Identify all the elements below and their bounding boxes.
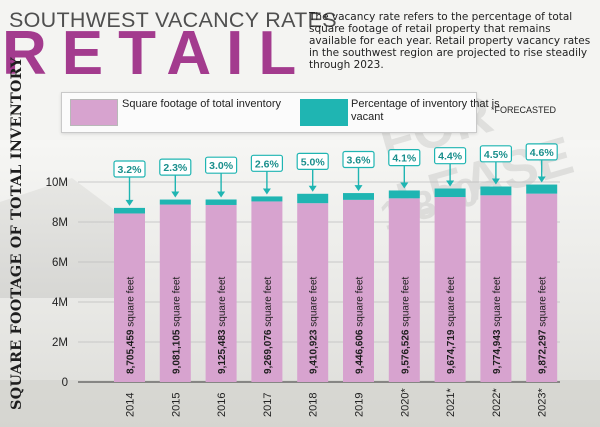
bar-vacant-portion [526, 184, 558, 194]
bar-value-label: 8,705,459 square feet [126, 276, 137, 374]
bar-total-inventory [343, 199, 374, 382]
vacancy-callout-arrowhead [491, 178, 500, 185]
bar-total-inventory [526, 193, 558, 382]
bar-value-label: 9,446,606 square feet [355, 276, 366, 374]
legend-swatch-total [70, 99, 118, 126]
bar-vacant-portion [480, 186, 512, 196]
vacancy-rate-label: 4.5% [484, 149, 509, 161]
vacancy-rate-label: 3.0% [209, 160, 234, 172]
y-tick-label: 10M [46, 177, 68, 189]
y-tick-label: 4M [52, 297, 68, 309]
vacancy-callout-arrowhead [446, 180, 455, 187]
bar-value-label: 9,410,923 square feet [309, 276, 320, 374]
bar-vacant-portion [297, 193, 329, 204]
bar-total-inventory [388, 198, 420, 382]
vacancy-rate-label: 3.2% [118, 164, 143, 176]
chart-title: RETAIL [2, 19, 312, 88]
bar-vacant-portion [159, 199, 191, 205]
x-tick-label: 2017 [262, 393, 274, 417]
x-tick-label: 2019 [354, 393, 366, 417]
bar-total-inventory [159, 204, 191, 382]
y-tick-label: 0 [62, 377, 68, 389]
vacancy-callout-arrowhead [217, 191, 226, 198]
bar-vacant-portion [388, 190, 420, 199]
x-tick-label: 2015 [170, 393, 182, 417]
bar-total-inventory [434, 197, 466, 382]
bar-value-label: 9,269,076 square feet [263, 276, 274, 374]
bar-value-label: 9,674,719 square feet [446, 276, 457, 374]
vacancy-rate-label: 3.6% [347, 155, 372, 167]
bar-total-inventory [480, 195, 512, 382]
vacancy-rate-label: 4.4% [438, 151, 463, 163]
x-tick-label: 2021* [445, 388, 457, 417]
vacancy-callout-arrowhead [125, 199, 134, 206]
vacancy-callout-arrowhead [171, 191, 180, 198]
intro-text: The vacancy rate refers to the percentag… [309, 11, 591, 71]
bar-total-inventory [251, 201, 283, 382]
bar-vacant-portion [343, 193, 374, 200]
vacancy-callout-arrowhead [262, 188, 271, 195]
vacancy-callout-arrowhead [400, 182, 409, 189]
bar-vacant-portion [434, 188, 466, 198]
legend-label-total: Square footage of total inventory [122, 98, 281, 110]
legend-swatch-vacant [300, 99, 348, 126]
bar-value-label: 9,872,297 square feet [538, 276, 549, 374]
bar-vacant-portion [251, 196, 283, 202]
vacancy-rate-label: 2.6% [255, 158, 280, 170]
bar-total-inventory [114, 213, 145, 382]
bar-value-label: 9,125,483 square feet [217, 276, 228, 374]
chart-subtitle: SOUTHWEST VACANCY RATES [9, 8, 337, 32]
forecast-note: *FORECASTED [491, 105, 557, 115]
bar-value-label: 9,576,526 square feet [400, 276, 411, 374]
y-tick-label: 2M [52, 337, 68, 349]
x-tick-label: 2018 [308, 393, 320, 417]
vacancy-rate-label: 4.1% [392, 153, 417, 165]
y-tick-label: 8M [52, 217, 68, 229]
x-tick-label: 2022* [491, 388, 503, 417]
x-tick-label: 2014 [125, 393, 137, 417]
vacancy-callout-arrowhead [354, 185, 363, 192]
legend: Square footage of total inventory Percen… [61, 92, 500, 133]
legend-label-vacant: Percentage of inventory that is vacant [351, 98, 500, 123]
x-tick-label: 2023* [537, 388, 549, 417]
x-tick-label: 2020* [399, 388, 411, 417]
bar-value-label: 9,774,943 square feet [492, 276, 503, 374]
vacancy-callout-arrowhead [308, 185, 317, 192]
y-tick-label: 6M [52, 257, 68, 269]
vacancy-rate-label: 5.0% [301, 156, 326, 168]
bar-total-inventory [205, 204, 237, 382]
x-tick-label: 2016 [216, 393, 228, 417]
bar-value-label: 9,081,105 square feet [171, 276, 182, 374]
bar-total-inventory [297, 203, 329, 382]
bar-vacant-portion [114, 207, 145, 214]
vacancy-callout-arrowhead [537, 176, 546, 183]
vacancy-rate-label: 2.3% [163, 162, 188, 174]
bar-vacant-portion [205, 199, 237, 205]
background-ground [0, 380, 600, 427]
vacancy-rate-label: 4.6% [530, 147, 555, 159]
